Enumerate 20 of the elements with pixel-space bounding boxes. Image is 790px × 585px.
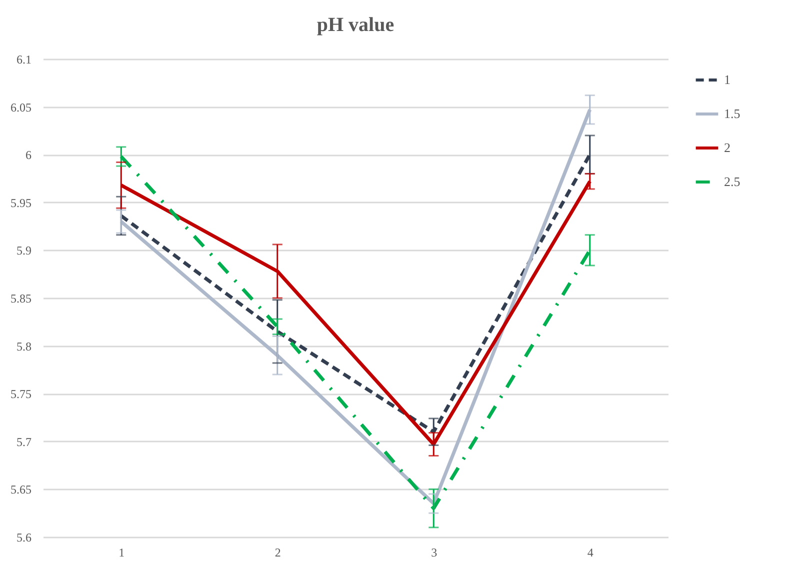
legend-label: 1 (724, 72, 730, 87)
y-tick-label: 5.8 (16, 339, 32, 354)
y-tick-label: 5.75 (10, 387, 32, 402)
y-tick-label: 5.65 (10, 482, 32, 497)
y-tick-label: 5.95 (10, 196, 32, 210)
legend-label: 2 (724, 140, 730, 155)
y-tick-label: 6.1 (16, 52, 32, 66)
legend-label: 2.5 (724, 174, 740, 189)
y-tick-label: 5.6 (16, 530, 32, 544)
chart-title: pH value (316, 14, 394, 36)
y-tick-label: 6.05 (10, 100, 32, 114)
x-tick-label: 4 (587, 546, 594, 560)
y-tick-label: 5.9 (16, 244, 32, 258)
x-tick-label: 3 (431, 546, 438, 560)
x-tick-label: 2 (274, 546, 281, 560)
y-tick-label: 5.85 (10, 292, 32, 306)
legend-label: 1.5 (724, 106, 740, 121)
x-tick-label: 1 (118, 546, 125, 560)
y-tick-label: 5.7 (16, 434, 32, 449)
y-tick-label: 6 (26, 148, 32, 162)
